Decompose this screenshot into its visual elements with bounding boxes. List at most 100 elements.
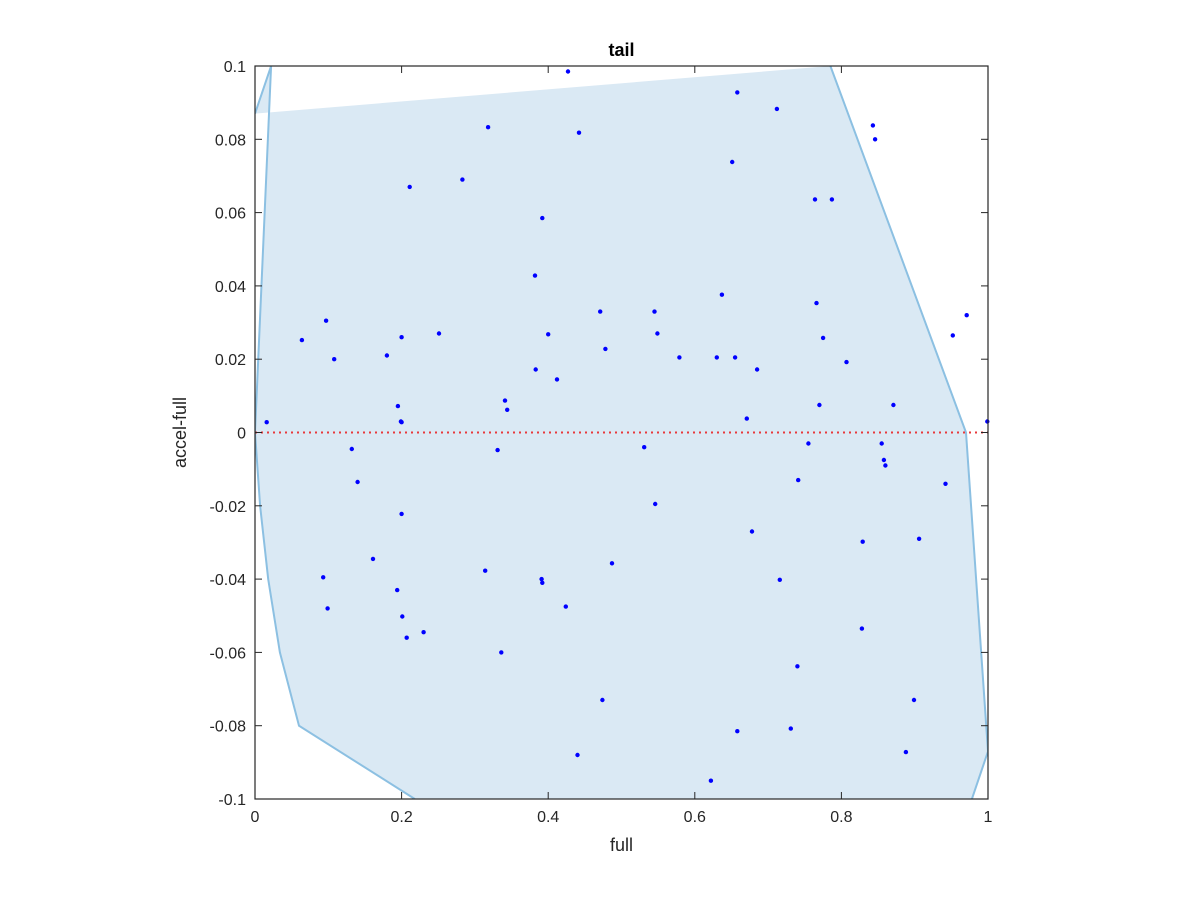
y-tick-label: -0.04	[210, 572, 247, 589]
data-point	[655, 331, 660, 336]
data-point	[323, 318, 329, 323]
y-tick-label: -0.08	[210, 719, 247, 736]
data-point	[754, 367, 760, 372]
data-point	[806, 441, 811, 446]
data-point	[575, 752, 580, 758]
data-point	[505, 407, 510, 412]
y-tick-label: 0.08	[215, 132, 246, 149]
data-point	[554, 377, 560, 382]
data-point	[817, 402, 822, 408]
chart-title: tail	[608, 40, 634, 60]
data-point	[370, 556, 376, 562]
data-point	[735, 729, 740, 734]
data-point	[485, 125, 491, 130]
data-point	[395, 587, 400, 593]
data-point	[299, 337, 305, 343]
data-point	[911, 697, 917, 703]
data-point	[872, 137, 878, 142]
data-point	[395, 403, 401, 409]
y-tick-label: 0.06	[215, 206, 246, 223]
data-point	[400, 614, 405, 619]
data-point	[820, 335, 826, 341]
y-tick-label: 0	[237, 426, 246, 443]
y-tick-label: 0.04	[215, 279, 246, 296]
data-point	[325, 606, 330, 611]
x-tick-label: 0.2	[390, 809, 412, 826]
data-point	[814, 300, 819, 306]
data-point	[539, 576, 544, 582]
data-point	[563, 604, 568, 609]
data-point	[708, 778, 714, 783]
data-point	[532, 273, 538, 278]
data-point	[796, 477, 801, 483]
data-point	[985, 419, 990, 424]
data-point	[916, 536, 922, 541]
data-point	[749, 529, 755, 534]
data-point	[732, 355, 738, 360]
axis-ticks: 0 0.2 0.4 0.6 0.8 1 -0.1 -0.08 -0.06 -0.04 -0.02 0 0…	[210, 59, 993, 826]
data-point	[943, 481, 948, 486]
data-point	[735, 90, 740, 95]
x-tick-label: 0.8	[830, 809, 852, 826]
data-point	[609, 561, 615, 566]
data-points	[264, 69, 990, 783]
y-tick-label: 0.02	[215, 352, 246, 369]
data-point	[950, 333, 955, 338]
data-point	[744, 416, 749, 421]
data-point	[870, 123, 876, 128]
region-right-boundary	[829, 66, 988, 799]
data-point	[642, 445, 647, 450]
data-point	[777, 577, 782, 582]
data-point	[653, 501, 658, 507]
data-point	[964, 313, 969, 318]
data-point	[421, 630, 426, 635]
y-tick-label: -0.02	[210, 499, 247, 516]
data-point	[788, 726, 793, 731]
data-point	[404, 635, 409, 640]
data-point	[576, 130, 582, 135]
x-tick-label: 1	[984, 809, 993, 826]
data-point	[349, 446, 354, 452]
data-point	[903, 749, 909, 755]
data-point	[540, 215, 545, 221]
data-point	[860, 539, 865, 544]
data-point	[883, 463, 888, 468]
y-tick-label: -0.1	[218, 792, 246, 809]
data-point	[399, 511, 404, 517]
data-point	[502, 398, 508, 403]
data-point	[600, 697, 605, 703]
data-point	[460, 177, 465, 182]
data-point	[540, 580, 545, 585]
data-point	[483, 568, 488, 573]
data-point	[829, 197, 835, 202]
y-tick-label: 0.1	[224, 59, 246, 76]
data-point	[844, 359, 849, 365]
data-point	[795, 664, 800, 669]
data-point	[812, 197, 818, 202]
data-point	[881, 457, 887, 463]
data-point	[407, 184, 412, 190]
y-axis-label: accel-full	[170, 397, 190, 468]
x-tick-label: 0.4	[537, 809, 559, 826]
data-point	[546, 332, 551, 337]
data-point	[499, 650, 504, 655]
data-point	[264, 420, 269, 425]
data-point	[677, 355, 682, 360]
data-point	[384, 353, 390, 358]
x-tick-label: 0	[251, 809, 260, 826]
data-point	[321, 575, 326, 580]
data-point	[891, 402, 896, 408]
data-point	[533, 367, 538, 372]
region-left-boundary	[255, 66, 416, 799]
data-point	[859, 626, 865, 631]
data-point	[598, 309, 603, 314]
data-point	[332, 357, 337, 362]
data-point	[879, 441, 884, 446]
data-point	[774, 106, 780, 112]
data-point	[495, 447, 500, 453]
y-tick-label: -0.06	[210, 645, 247, 662]
data-point	[399, 335, 404, 340]
data-point	[652, 309, 657, 314]
data-point	[436, 331, 442, 336]
